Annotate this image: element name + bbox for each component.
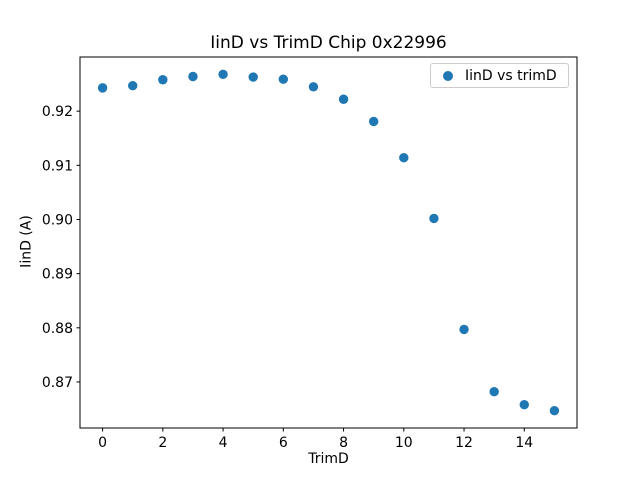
data-point <box>429 213 439 224</box>
x-axis-label: TrimD <box>308 451 349 467</box>
chart-title: IinD vs TrimD Chip 0x22996 <box>210 33 447 53</box>
x-tick-label: 0 <box>98 435 107 451</box>
x-tick-label: 8 <box>339 435 348 451</box>
legend-label: IinD vs trimD <box>465 67 557 84</box>
data-point <box>549 405 560 416</box>
x-tick-label: 14 <box>515 435 533 451</box>
legend: IinD vs trimD <box>430 63 569 88</box>
scatter-marker-icon <box>443 70 453 81</box>
y-tick-label: 0.91 <box>42 158 73 174</box>
y-tick-label: 0.92 <box>42 104 73 120</box>
data-point <box>248 72 258 82</box>
data-point <box>308 82 319 92</box>
data-point <box>128 81 138 91</box>
x-tick-label: 2 <box>158 435 167 451</box>
y-tick-label: 0.87 <box>42 375 73 391</box>
data-point <box>338 94 349 104</box>
y-tick-label: 0.90 <box>42 212 73 228</box>
x-tick-label: 6 <box>279 435 288 451</box>
data-point <box>368 116 379 127</box>
data-point <box>97 83 108 93</box>
x-tick-label: 10 <box>395 435 413 451</box>
y-axis-label: IinD (A) <box>18 215 35 268</box>
data-point <box>459 324 469 335</box>
data-point <box>188 71 198 82</box>
data-point <box>489 387 499 397</box>
data-point <box>399 153 409 163</box>
data-point <box>278 74 289 84</box>
data-point <box>519 400 529 410</box>
y-tick-label: 0.89 <box>42 267 73 283</box>
axes-box <box>79 56 578 429</box>
x-tick-label: 12 <box>455 435 473 451</box>
data-point <box>218 69 228 80</box>
y-tick-label: 0.88 <box>42 321 73 337</box>
x-tick-label: 4 <box>219 435 228 451</box>
data-point <box>158 75 168 85</box>
